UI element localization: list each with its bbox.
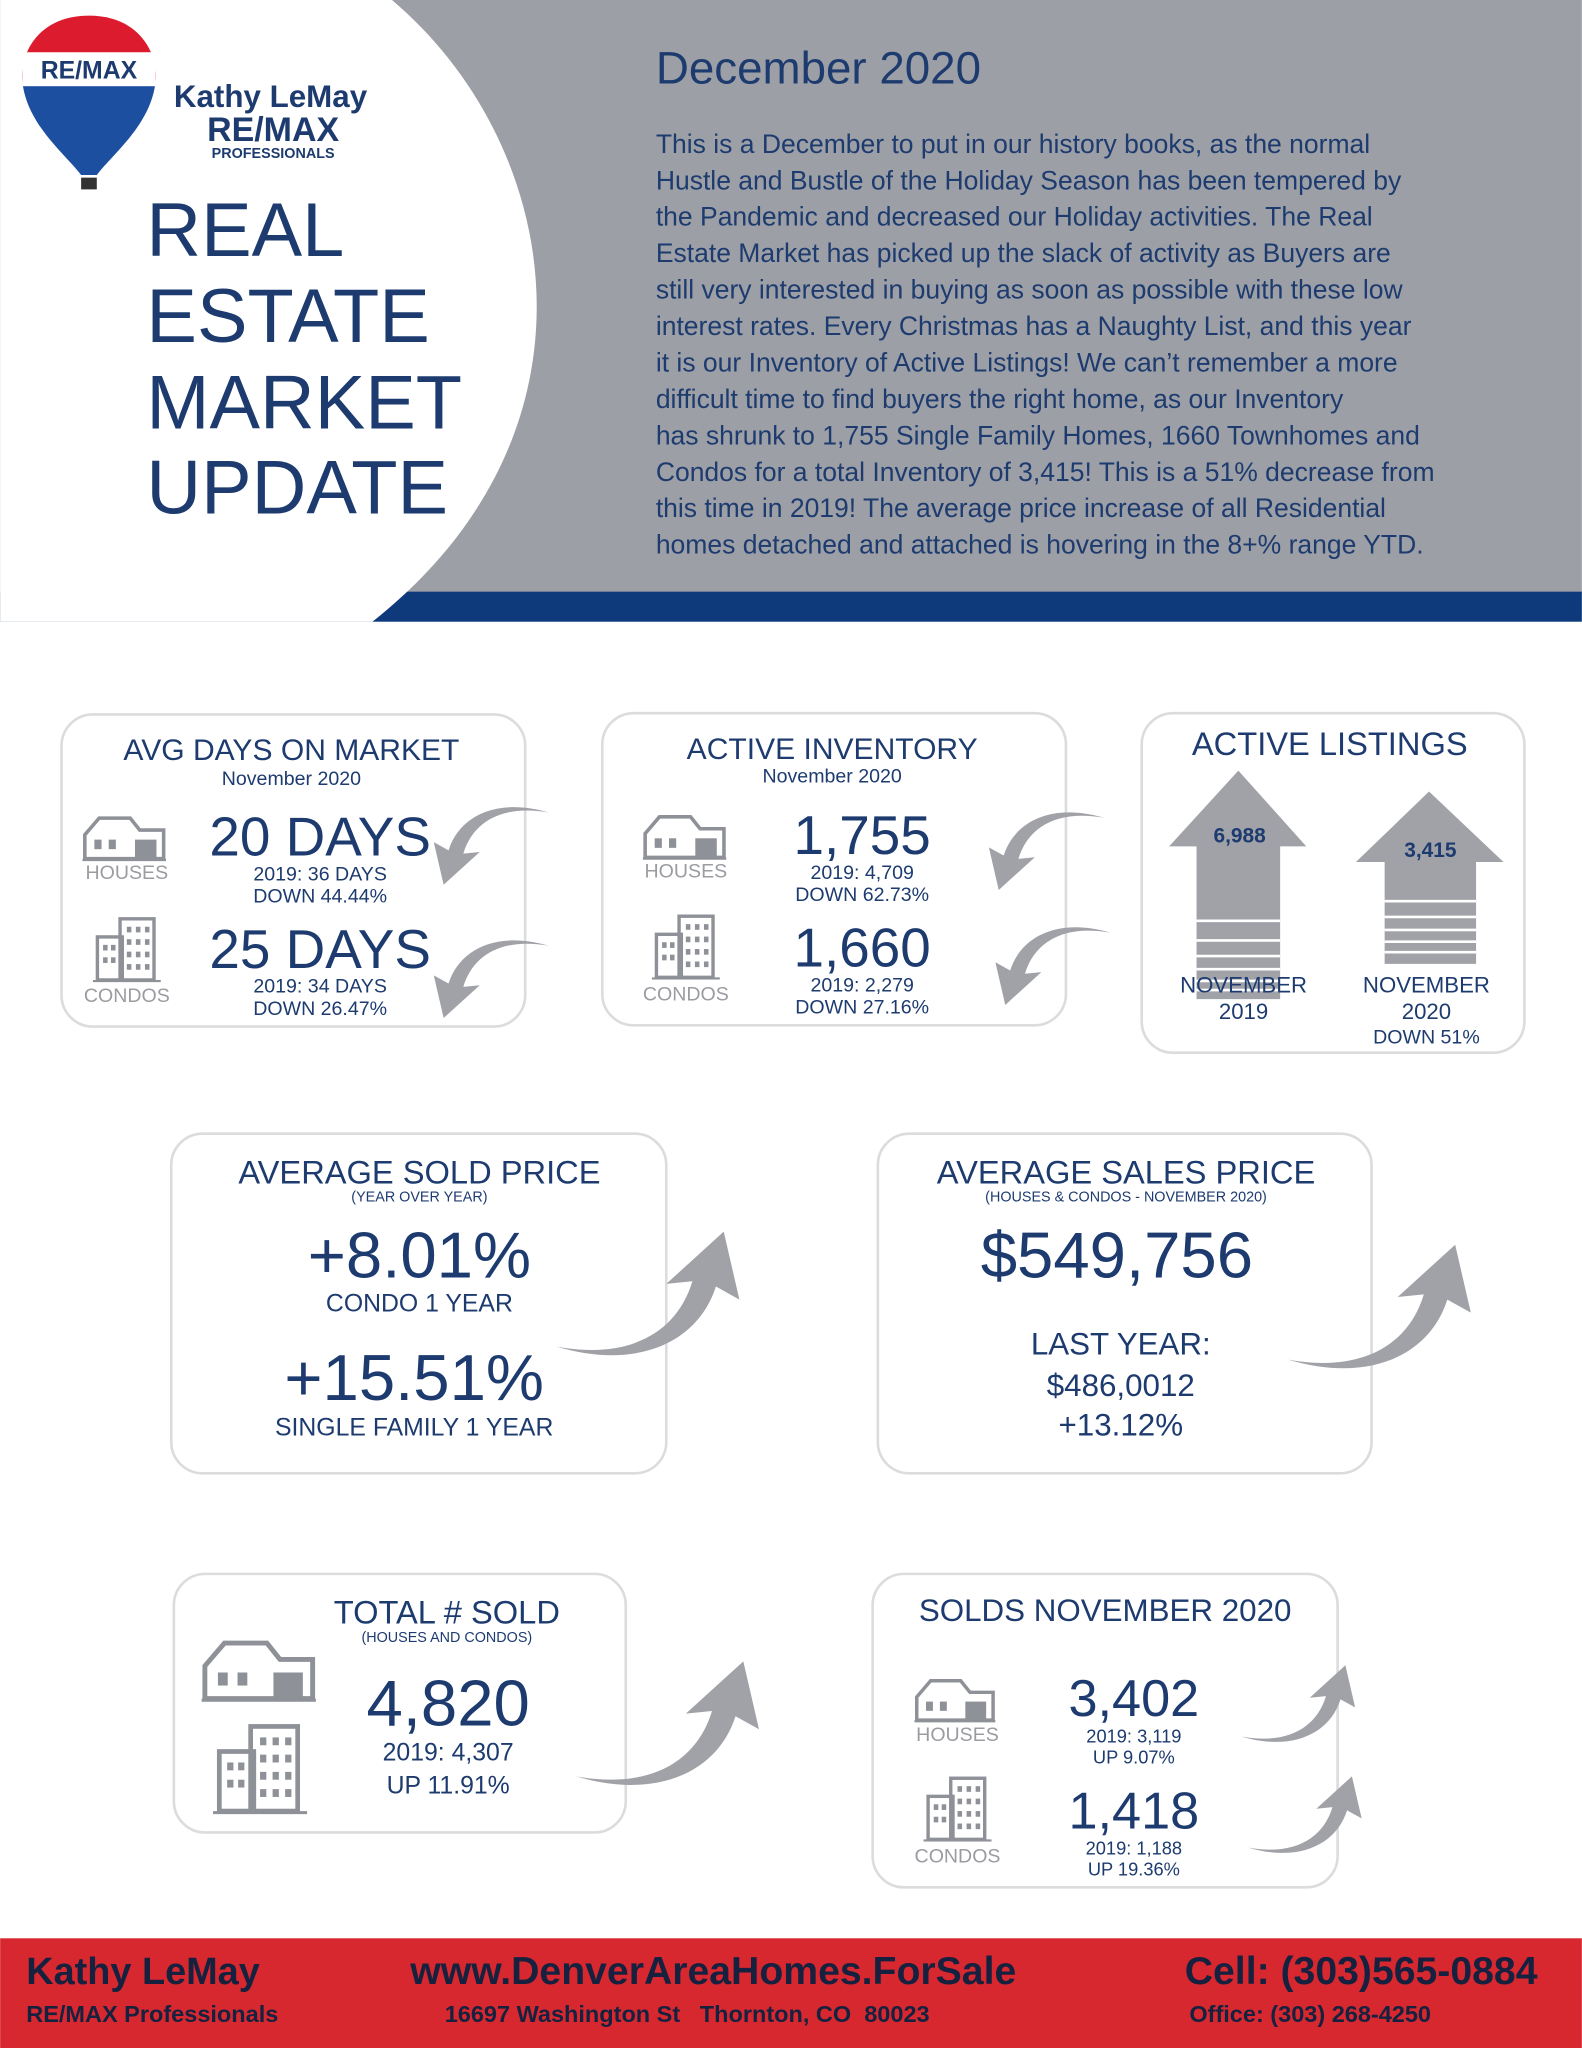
stat-prior: 2019: 36 DAYS	[253, 863, 387, 885]
listing-value: 3,415	[1404, 839, 1457, 862]
icon-label: CONDOS	[84, 985, 170, 1007]
header-white-shape	[0, 0, 537, 622]
stat-prior: 2019: 1,188	[1086, 1838, 1183, 1859]
stat-value: 1,660	[794, 917, 931, 979]
stat-change: UP 19.36%	[1088, 1859, 1180, 1880]
card	[876, 1132, 1373, 1475]
card	[600, 711, 1068, 1027]
date: December 2020	[656, 43, 981, 94]
intro-line: Condos for a total Inventory of 3,415! T…	[656, 457, 1435, 487]
footer-company: RE/MAX Professionals	[26, 2001, 278, 2027]
card-subtitle: (HOUSES AND CONDOS)	[361, 1630, 532, 1646]
intro-line: Hustle and Bustle of the Holiday Season …	[656, 165, 1402, 195]
intro-line: it is our Inventory of Active Listings! …	[656, 347, 1398, 377]
icon-label: CONDOS	[915, 1846, 1001, 1868]
card-title: ACTIVE LISTINGS	[1192, 725, 1468, 762]
stat-value: 4,820	[366, 1666, 529, 1739]
footer-name: Kathy LeMay	[26, 1951, 260, 1993]
stat-prior: 2019: 4,709	[810, 862, 913, 884]
intro-line: interest rates. Every Christmas has a Na…	[656, 311, 1412, 341]
listing-value: 6,988	[1214, 824, 1266, 847]
card-subtitle: (YEAR OVER YEAR)	[351, 1190, 487, 1206]
stat-prior: 2019: 4,307	[383, 1740, 514, 1767]
logo-division: PROFESSIONALS	[212, 146, 335, 162]
intro-line: still very interested in buying as soon …	[656, 275, 1404, 305]
listing-arrow	[1355, 791, 1504, 964]
intro-line: homes detached and attached is hovering …	[656, 530, 1424, 560]
last-year-label: LAST YEAR:	[1031, 1326, 1211, 1361]
stat-change: DOWN 44.44%	[253, 886, 387, 908]
icon-label: CONDOS	[643, 983, 729, 1005]
stat-change: UP 11.91%	[387, 1772, 510, 1799]
stat-value: 3,402	[1068, 1670, 1199, 1728]
icon-label: HOUSES	[916, 1724, 999, 1746]
title-line: MARKET	[146, 360, 462, 445]
listing-label: 2019	[1219, 999, 1268, 1024]
logo: RE/MAX Kathy LeMay RE/MAX PROFESSIONALS	[22, 15, 368, 190]
stat-change: UP 9.07%	[1093, 1746, 1175, 1767]
intro-line: Estate Market has picked up the slack of…	[656, 238, 1391, 268]
logo-balloon-text: RE/MAX	[41, 57, 138, 84]
title-line: UPDATE	[146, 445, 448, 530]
card	[871, 1572, 1339, 1889]
card-subtitle: (HOUSES & CONDOS - NOVEMBER 2020)	[985, 1190, 1267, 1206]
card	[172, 1572, 628, 1834]
footer-bg	[0, 1938, 1582, 2048]
stat-change: +13.12%	[1059, 1407, 1184, 1442]
stat-change: DOWN 62.73%	[795, 884, 929, 906]
stat-change: DOWN 27.16%	[795, 997, 929, 1019]
logo-name: Kathy LeMay	[174, 79, 368, 114]
listing-arrow	[1169, 770, 1307, 1000]
stat-prior: 2019: 34 DAYS	[253, 976, 387, 998]
intro: This is a December to put in our history…	[656, 129, 1435, 560]
stat-prior: 2019: 3,119	[1086, 1725, 1181, 1746]
intro-line: difficult time to find buyers the right …	[656, 384, 1344, 414]
card-title: AVERAGE SOLD PRICE	[238, 1153, 600, 1190]
footer-cell: Cell: (303)565-0884	[1185, 1950, 1538, 1993]
icon-label: HOUSES	[85, 862, 168, 884]
intro-line: This is a December to put in our history…	[656, 129, 1370, 159]
last-year-value: $486,0012	[1047, 1368, 1195, 1403]
listing-label: 2020	[1402, 999, 1451, 1024]
card-subtitle: November 2020	[762, 765, 901, 787]
title-line: REAL	[146, 188, 344, 273]
stat-value: 25 DAYS	[209, 918, 431, 980]
listing-label: NOVEMBER	[1180, 973, 1307, 998]
icon-label: HOUSES	[645, 861, 728, 883]
stat-prior: 2019: 2,279	[810, 974, 913, 996]
footer-address: 16697 Washington St Thornton, CO 80023	[445, 2001, 930, 2027]
stat-label: SINGLE FAMILY 1 YEAR	[275, 1414, 553, 1441]
footer-website: www.DenverAreaHomes.ForSale	[409, 1950, 1016, 1993]
intro-line: the Pandemic and decreased our Holiday a…	[656, 202, 1373, 232]
logo-company: RE/MAX	[207, 111, 339, 149]
stat-label: CONDO 1 YEAR	[326, 1290, 513, 1317]
card	[169, 1132, 668, 1475]
stat-change: DOWN 26.47%	[253, 998, 387, 1020]
card-title: ACTIVE INVENTORY	[687, 733, 978, 766]
stat-value: +15.51%	[284, 1341, 544, 1414]
title-line: ESTATE	[146, 274, 429, 359]
listing-label: NOVEMBER	[1363, 973, 1490, 998]
title: REAL ESTATE MARKET UPDATE	[146, 188, 462, 530]
footer-office: Office: (303) 268-4250	[1189, 2001, 1431, 2027]
stat-value: 20 DAYS	[209, 806, 431, 868]
stat-value: 1,418	[1068, 1783, 1199, 1841]
intro-line: has shrunk to 1,755 Single Family Homes,…	[656, 420, 1420, 450]
card-title: AVG DAYS ON MARKET	[123, 734, 459, 767]
card-subtitle: November 2020	[222, 768, 361, 790]
stat-value: $549,756	[981, 1218, 1253, 1291]
stat-value: 1,755	[794, 804, 931, 866]
card	[60, 713, 527, 1028]
card-title: SOLDS NOVEMBER 2020	[919, 1593, 1292, 1628]
card-title: TOTAL # SOLD	[334, 1594, 560, 1631]
listing-label: DOWN 51%	[1373, 1027, 1480, 1049]
stat-value: +8.01%	[308, 1218, 531, 1291]
intro-line: this time in 2019! The average price inc…	[656, 493, 1386, 523]
card-title: AVERAGE SALES PRICE	[937, 1153, 1316, 1190]
